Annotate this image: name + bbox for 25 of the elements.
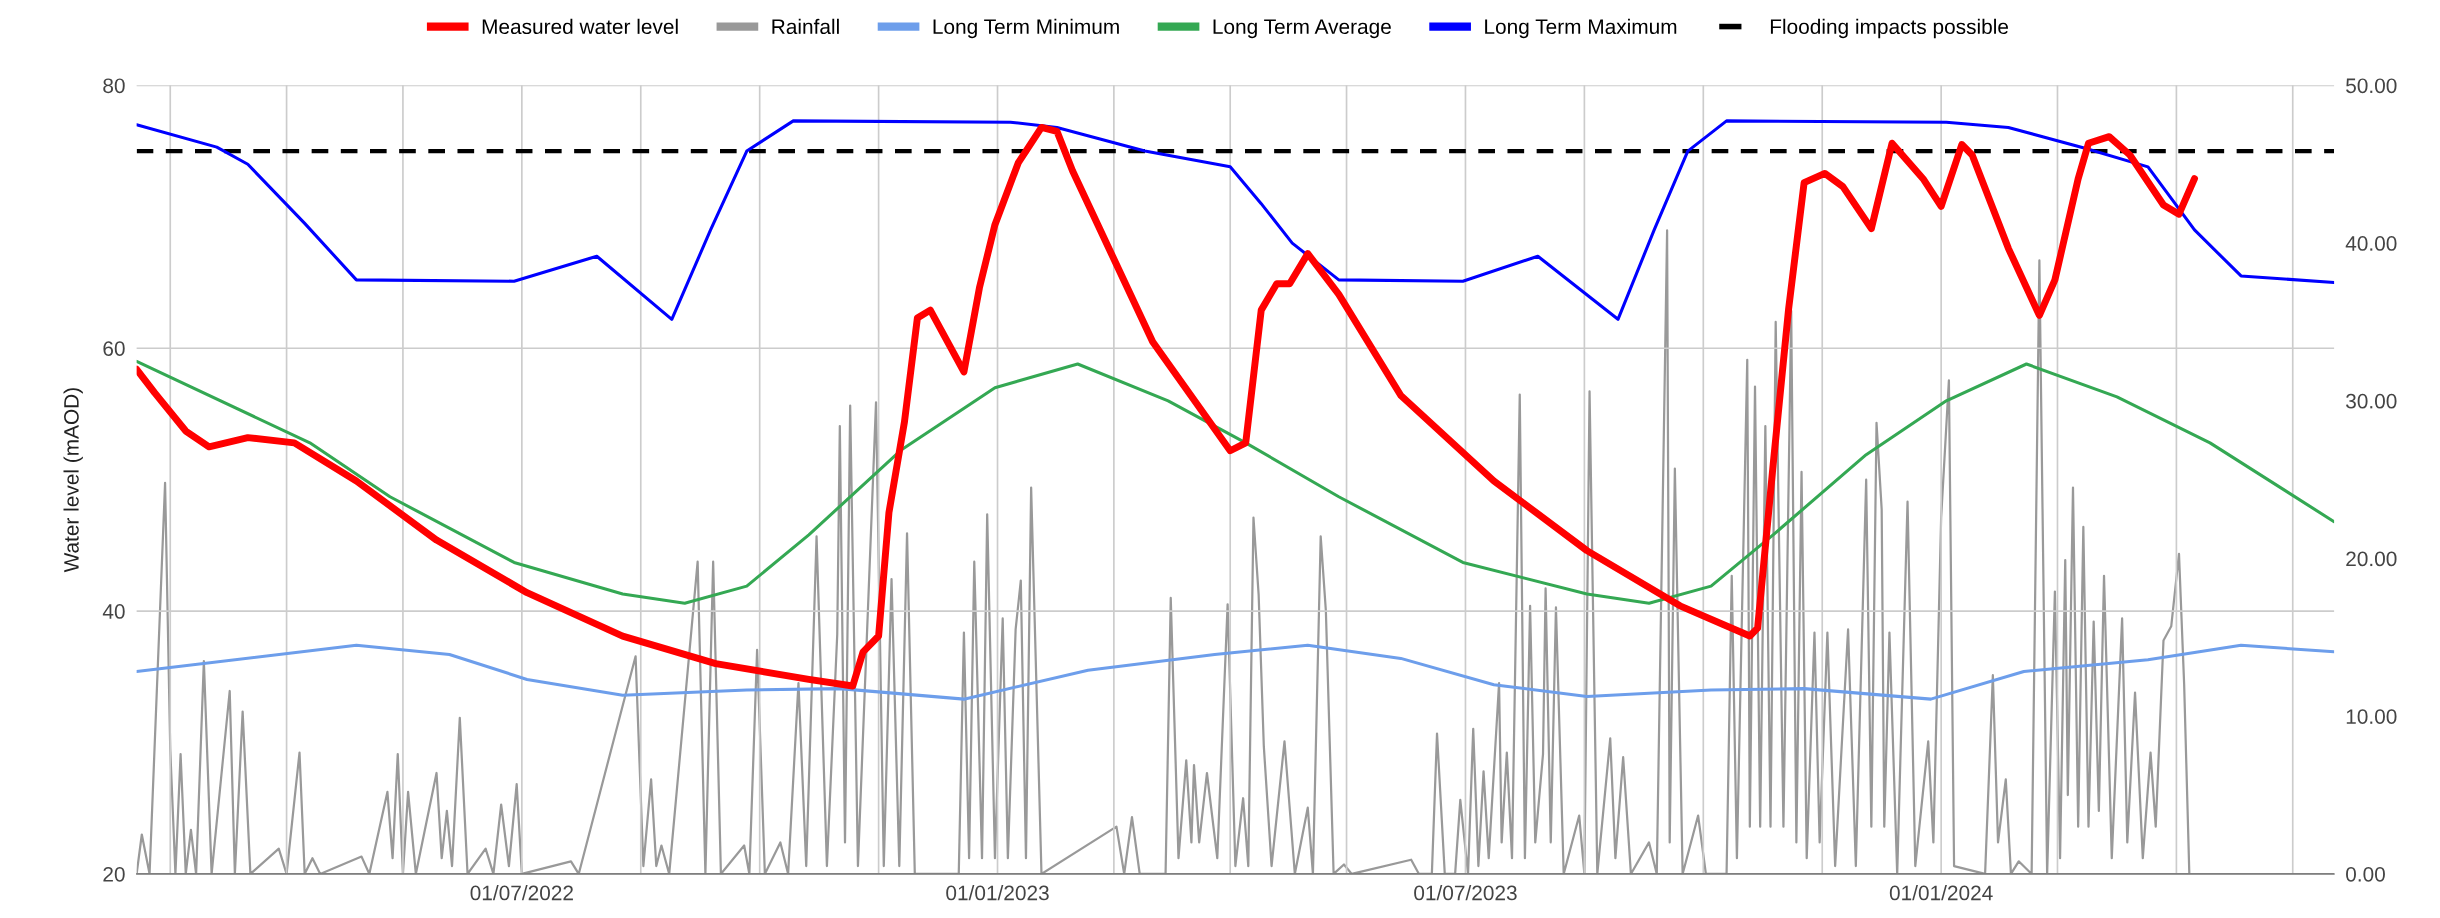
legend-label: Measured water level <box>482 18 678 35</box>
y2-tick-label: 10.00 <box>2346 709 2397 724</box>
line-series <box>136 359 2335 605</box>
legend-label: Rainfall <box>772 18 839 35</box>
line-series <box>136 229 2191 874</box>
legend-label: Long Term Maximum <box>1485 18 1677 39</box>
y2-tick-label: 40.00 <box>2345 236 2397 251</box>
x-tick-label: 01/01/2023 <box>946 885 1049 901</box>
y2-tick-label: 20.00 <box>2346 551 2397 567</box>
legend-label: Long Term Average <box>1213 19 1391 39</box>
y-tick-label: 60 <box>103 341 125 356</box>
line-series <box>136 643 2335 701</box>
y2-tick-label: 0.00 <box>2346 866 2385 882</box>
legend-label: Flooding impacts possible <box>1770 18 2009 39</box>
y-tick-label: 20 <box>103 866 125 882</box>
x-tick-label: 01/07/2022 <box>470 885 573 901</box>
y-axis-title: Water level (mAOD) <box>63 388 83 573</box>
legend-label: Long Term Minimum <box>933 18 1119 39</box>
y-tick-label: 80 <box>103 78 125 94</box>
y2-tick-label: 30.00 <box>2346 393 2397 409</box>
y-tick-label: 40 <box>102 604 125 619</box>
x-tick-label: 01/01/2024 <box>1889 885 1993 901</box>
x-tick-label: 01/07/2023 <box>1414 885 1517 901</box>
y2-tick-label: 50.00 <box>2346 78 2397 94</box>
line-series <box>136 119 2335 321</box>
